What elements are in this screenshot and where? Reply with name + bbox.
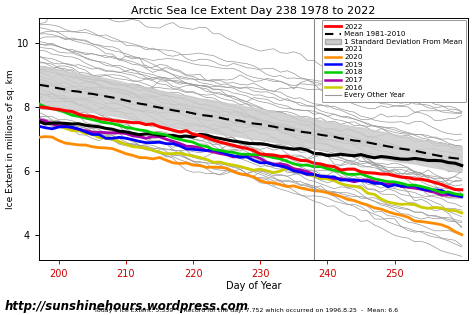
Legend: 2022, Mean 1981-2010, 1 Standard Deviation From Mean, 2021, 2020, 2019, 2018, 20: 2022, Mean 1981-2010, 1 Standard Deviati… bbox=[322, 20, 466, 102]
Title: Arctic Sea Ice Extent Day 238 1978 to 2022: Arctic Sea Ice Extent Day 238 1978 to 20… bbox=[131, 6, 376, 15]
Text: Today's Ice Extent: 5.339  -  Record for the day: 7.752 which occurred on 1996.8: Today's Ice Extent: 5.339 - Record for t… bbox=[94, 308, 399, 313]
X-axis label: Day of Year: Day of Year bbox=[226, 281, 281, 290]
Text: http://sunshinehours.wordpress.com: http://sunshinehours.wordpress.com bbox=[5, 301, 249, 313]
Y-axis label: Ice Extent in millions of sq. km: Ice Extent in millions of sq. km bbox=[6, 69, 15, 209]
